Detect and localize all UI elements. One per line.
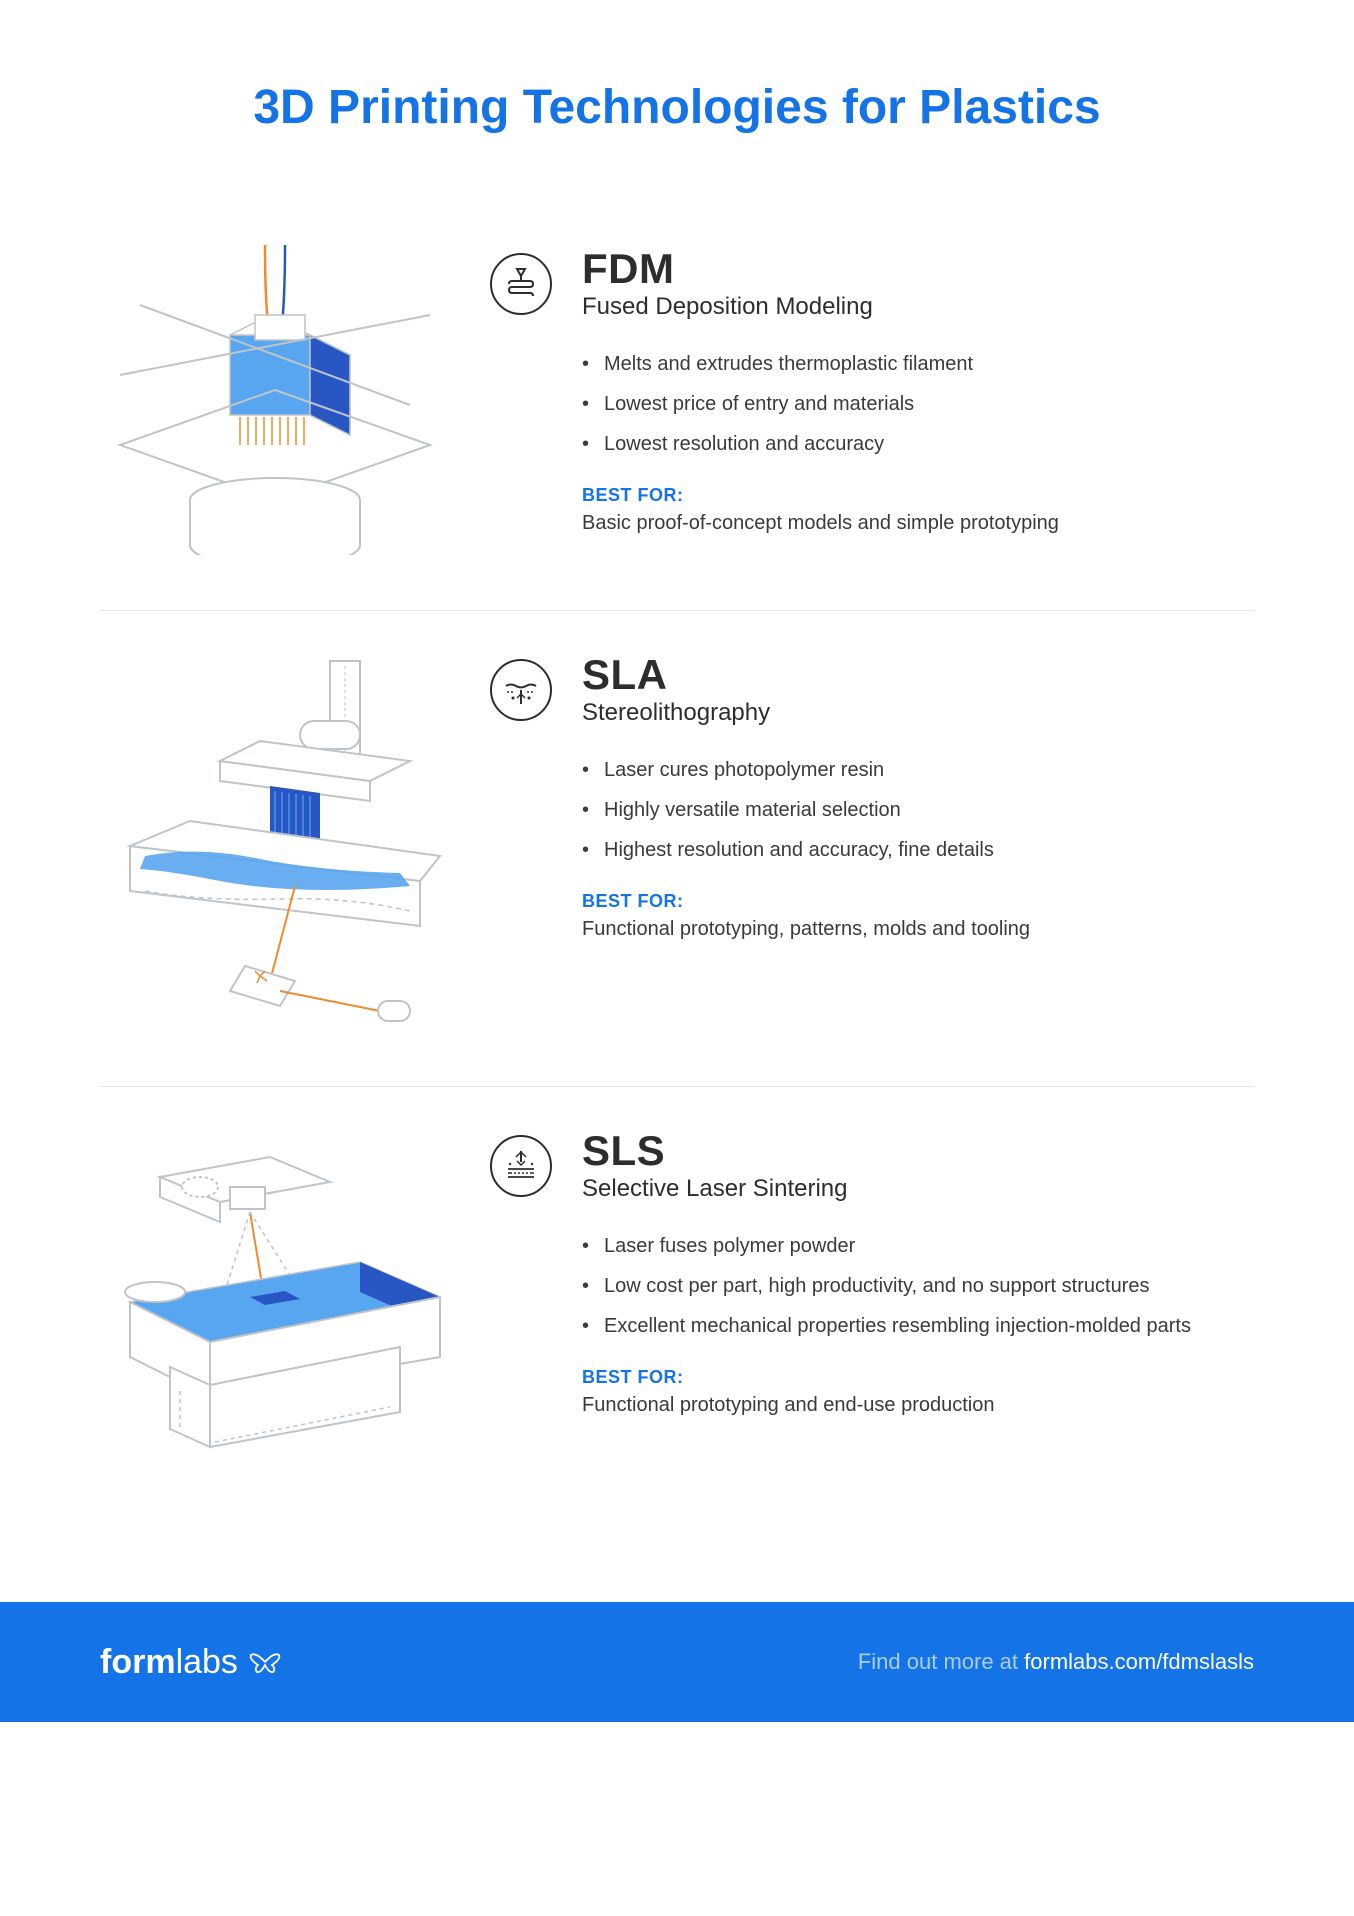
bullet-item: Lowest resolution and accuracy	[582, 429, 1254, 459]
tech-abbr: FDM	[582, 245, 1254, 293]
info-text-sls: SLS Selective Laser Sintering Laser fuse…	[582, 1127, 1254, 1417]
illustration-fdm	[100, 245, 450, 555]
page-title: 3D Printing Technologies for Plastics	[100, 80, 1254, 135]
butterfly-icon	[248, 1647, 282, 1677]
info-area-fdm: FDM Fused Deposition Modeling Melts and …	[490, 245, 1254, 535]
bullet-item: Melts and extrudes thermoplastic filamen…	[582, 349, 1254, 379]
content-area: 3D Printing Technologies for Plastics	[0, 0, 1354, 1542]
bullet-item: Highest resolution and accuracy, fine de…	[582, 835, 1254, 865]
footer-cta: Find out more at formlabs.com/fdmslasls	[858, 1649, 1254, 1675]
tech-bullets: Melts and extrudes thermoplastic filamen…	[582, 349, 1254, 459]
best-for-text: Functional prototyping and end-use produ…	[582, 1394, 1254, 1417]
bullet-item: Highly versatile material selection	[582, 795, 1254, 825]
bullet-item: Laser fuses polymer powder	[582, 1231, 1254, 1261]
illustration-sls	[100, 1127, 450, 1487]
extruder-icon	[490, 253, 552, 315]
formlabs-logo: formlabs	[100, 1643, 282, 1682]
tech-fullname: Fused Deposition Modeling	[582, 293, 1254, 321]
bullet-item: Lowest price of entry and materials	[582, 389, 1254, 419]
illustration-sla	[100, 651, 450, 1031]
tech-row-sls: SLS Selective Laser Sintering Laser fuse…	[100, 1086, 1254, 1542]
best-for-text: Functional prototyping, patterns, molds …	[582, 918, 1254, 941]
best-for-label: BEST FOR:	[582, 485, 1254, 506]
bullet-item: Low cost per part, high productivity, an…	[582, 1271, 1254, 1301]
tech-bullets: Laser fuses polymer powder Low cost per …	[582, 1231, 1254, 1341]
best-for-label: BEST FOR:	[582, 891, 1254, 912]
tech-row-sla: SLA Stereolithography Laser cures photop…	[100, 610, 1254, 1086]
cta-prefix: Find out more at	[858, 1649, 1024, 1674]
tech-fullname: Selective Laser Sintering	[582, 1175, 1254, 1203]
laser-powder-icon	[490, 1135, 552, 1197]
cta-link: formlabs.com/fdmslasls	[1024, 1649, 1254, 1674]
best-for-text: Basic proof-of-concept models and simple…	[582, 512, 1254, 535]
tech-row-fdm: FDM Fused Deposition Modeling Melts and …	[100, 205, 1254, 610]
tech-abbr: SLS	[582, 1127, 1254, 1175]
info-area-sla: SLA Stereolithography Laser cures photop…	[490, 651, 1254, 941]
logo-form: form	[100, 1643, 176, 1681]
tech-bullets: Laser cures photopolymer resin Highly ve…	[582, 755, 1254, 865]
info-area-sls: SLS Selective Laser Sintering Laser fuse…	[490, 1127, 1254, 1417]
info-text-sla: SLA Stereolithography Laser cures photop…	[582, 651, 1254, 941]
bullet-item: Laser cures photopolymer resin	[582, 755, 1254, 785]
infographic-page: 3D Printing Technologies for Plastics	[0, 0, 1354, 1722]
bullet-item: Excellent mechanical properties resembli…	[582, 1311, 1254, 1341]
logo-labs: labs	[176, 1643, 238, 1681]
footer-bar: formlabs Find out more at formlabs.com/f…	[0, 1602, 1354, 1722]
resin-vat-icon	[490, 659, 552, 721]
best-for-label: BEST FOR:	[582, 1367, 1254, 1388]
tech-fullname: Stereolithography	[582, 699, 1254, 727]
info-text-fdm: FDM Fused Deposition Modeling Melts and …	[582, 245, 1254, 535]
tech-abbr: SLA	[582, 651, 1254, 699]
